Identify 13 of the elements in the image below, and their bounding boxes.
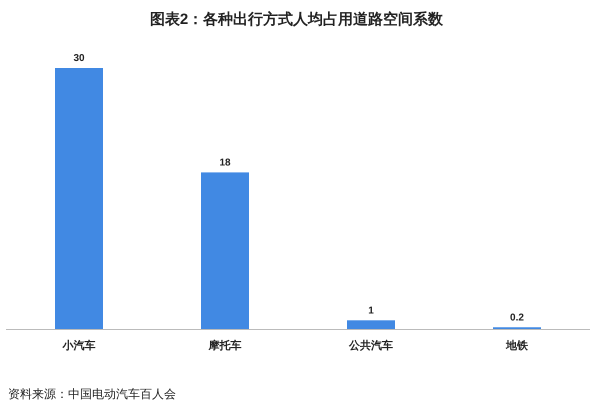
bar (201, 172, 249, 329)
x-tick-label: 小汽车 (62, 339, 96, 352)
data-label: 1 (368, 305, 374, 316)
x-tick-label: 地铁 (505, 339, 529, 352)
data-label: 0.2 (510, 312, 524, 324)
bar (347, 320, 395, 329)
x-tick-label: 公共汽车 (348, 339, 393, 352)
bar (55, 68, 103, 329)
data-label: 18 (219, 157, 231, 168)
text: 资料来源：中国电动汽车百人会 (8, 387, 176, 401)
chart-title: 图表2：各种出行方式人均占用道路空间系数 (150, 10, 444, 28)
data-label: 30 (73, 53, 85, 64)
x-tick-label: 摩托车 (208, 339, 242, 352)
